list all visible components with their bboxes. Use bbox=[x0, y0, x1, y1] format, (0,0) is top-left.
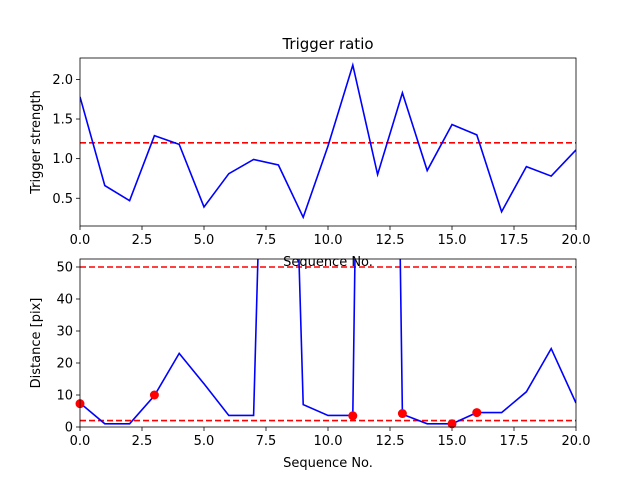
chart1-x-tick-label: 17.5 bbox=[500, 434, 529, 449]
chart1-x-tick-label: 0.0 bbox=[70, 434, 91, 449]
top-subplot: 0.0 2.5 5.0 7.5 10.0 12.5 15.0 17.5 20.0 0.5 1.0 1.… bbox=[29, 35, 590, 270]
chart1-data-point bbox=[472, 408, 482, 418]
chart1-y-tick-label: 40 bbox=[56, 293, 73, 308]
chart1-data-point bbox=[397, 409, 407, 419]
chart1-x-tick-label: 20.0 bbox=[562, 434, 591, 449]
chart1-data-point bbox=[348, 411, 358, 421]
chart1-series-line bbox=[80, 259, 576, 425]
chart1-x-tick-label: 7.5 bbox=[256, 434, 277, 449]
chart0-y-tick-label: 0.5 bbox=[52, 192, 73, 207]
chart1-axes-frame bbox=[79, 258, 577, 428]
chart1-x-axis-label: Sequence No. bbox=[283, 456, 373, 471]
chart1-y-axis-label: Distance [pix] bbox=[29, 298, 44, 389]
chart0-x-tick-label: 0.0 bbox=[70, 233, 91, 248]
chart0-title: Trigger ratio bbox=[281, 35, 373, 53]
chart1-x-tick-label: 5.0 bbox=[194, 434, 215, 449]
chart1-x-tick-label: 15.0 bbox=[438, 434, 467, 449]
chart0-x-tick-label: 7.5 bbox=[256, 233, 277, 248]
chart1-y-tick-label: 20 bbox=[56, 357, 73, 372]
chart1-data-point bbox=[447, 419, 457, 429]
chart0-axes-frame bbox=[79, 57, 577, 227]
chart0-x-tick-label: 10.0 bbox=[314, 233, 343, 248]
bottom-subplot: 0.0 2.5 5.0 7.5 10.0 12.5 15.0 17.5 20.0 0 10 20 30 4… bbox=[29, 258, 591, 471]
chart0-x-tick-label: 15.0 bbox=[438, 233, 467, 248]
chart1-data-point bbox=[149, 390, 159, 400]
chart0-y-tick-label: 1.0 bbox=[52, 152, 73, 167]
chart0-x-tick-label: 2.5 bbox=[132, 233, 153, 248]
chart0-y-tick-label: 1.5 bbox=[52, 113, 73, 128]
chart1-x-tick-label: 10.0 bbox=[314, 434, 343, 449]
chart0-x-tick-label: 20.0 bbox=[562, 233, 591, 248]
chart1-x-tick-label: 2.5 bbox=[132, 434, 153, 449]
chart1-y-tick-label: 50 bbox=[56, 261, 73, 276]
chart0-y-axis-label: Trigger strength bbox=[29, 90, 44, 195]
chart1-y-tick-label: 30 bbox=[56, 325, 73, 340]
chart0-y-tick-label: 2.0 bbox=[52, 73, 73, 88]
chart1-y-tick-label: 0 bbox=[65, 421, 73, 436]
chart0-series-line bbox=[80, 62, 576, 220]
chart0-x-tick-label: 12.5 bbox=[376, 233, 405, 248]
chart1-x-tick-label: 12.5 bbox=[376, 434, 405, 449]
chart0-x-tick-label: 5.0 bbox=[194, 233, 215, 248]
chart0-x-tick-label: 17.5 bbox=[500, 233, 529, 248]
chart1-y-tick-label: 10 bbox=[56, 389, 73, 404]
